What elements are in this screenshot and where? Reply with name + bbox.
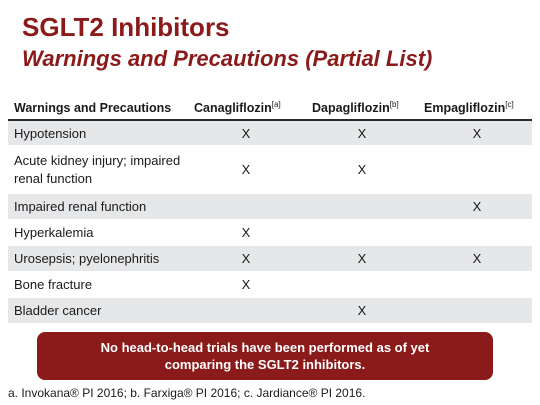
cell-dapagliflozin: X xyxy=(357,303,367,318)
row-label: Bone fracture xyxy=(14,277,93,292)
header-canagliflozin: Canagliflozin[a] xyxy=(194,99,281,115)
banner-line-2: comparing the SGLT2 inhibitors. xyxy=(164,357,366,372)
header-dapagliflozin: Dapagliflozin[b] xyxy=(312,99,399,115)
table-row: Bladder cancer X xyxy=(8,298,532,324)
row-label: Acute kidney injury; impaired renal func… xyxy=(14,152,181,186)
table-header: Warnings and Precautions Canagliflozin[a… xyxy=(8,96,532,121)
cell-empagliflozin: X xyxy=(472,125,482,141)
table-row: Hyperkalemia X xyxy=(8,220,532,246)
warnings-table: Warnings and Precautions Canagliflozin[a… xyxy=(8,96,532,324)
cell-dapagliflozin: X xyxy=(357,251,367,266)
row-label: Urosepsis; pyelonephritis xyxy=(14,251,160,266)
table-row: Bone fracture X xyxy=(8,272,532,298)
cell-canagliflozin: X xyxy=(241,225,251,240)
cell-empagliflozin: X xyxy=(472,251,482,266)
header-empagliflozin: Empagliflozin[c] xyxy=(424,99,514,115)
cell-dapagliflozin: X xyxy=(357,162,367,177)
row-label: Bladder cancer xyxy=(14,303,102,318)
slide-subtitle: Warnings and Precautions (Partial List) xyxy=(22,46,433,71)
note-banner: No head-to-head trials have been perform… xyxy=(37,332,493,380)
cell-canagliflozin: X xyxy=(241,251,251,266)
row-label: Impaired renal function xyxy=(14,199,147,214)
banner-line-1: No head-to-head trials have been perform… xyxy=(100,340,430,355)
cell-dapagliflozin: X xyxy=(357,125,367,141)
table-row: Hypotension X X X xyxy=(8,121,532,146)
cell-canagliflozin: X xyxy=(241,125,251,141)
row-label: Hyperkalemia xyxy=(14,225,94,240)
table-row: Urosepsis; pyelonephritis X X X xyxy=(8,246,532,272)
row-label: Hypotension xyxy=(14,125,87,141)
table-row: Impaired renal function X xyxy=(8,194,532,220)
table-row: Acute kidney injury; impaired renal func… xyxy=(8,146,532,194)
cell-empagliflozin: X xyxy=(472,199,482,214)
footnote-references: a. Invokana® PI 2016; b. Farxiga® PI 201… xyxy=(8,386,366,400)
cell-canagliflozin: X xyxy=(241,277,251,292)
slide-title: SGLT2 Inhibitors xyxy=(22,12,230,42)
header-warnings: Warnings and Precautions xyxy=(14,100,172,115)
cell-canagliflozin: X xyxy=(241,162,251,177)
